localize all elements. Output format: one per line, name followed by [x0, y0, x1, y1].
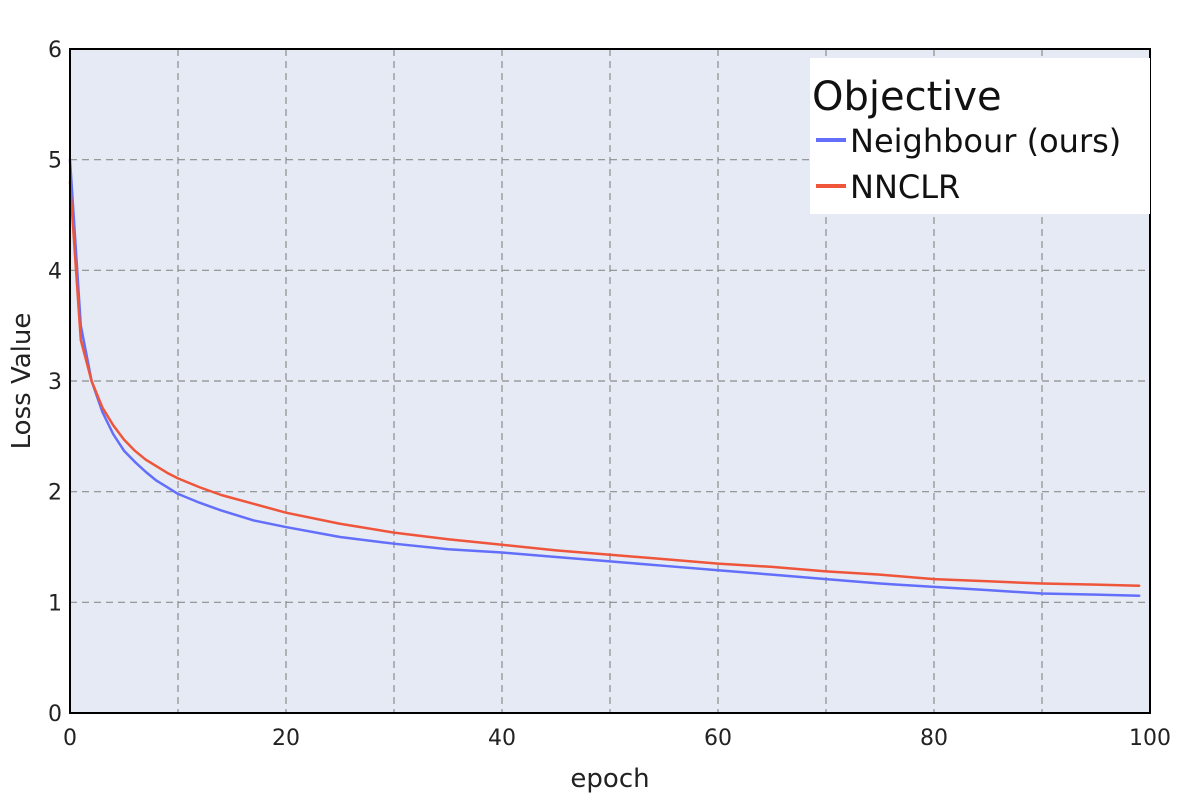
legend: Objective Neighbour (ours) NNCLR [810, 58, 1150, 214]
x-tick-label: 0 [63, 726, 77, 751]
y-tick-label: 5 [48, 149, 62, 174]
y-tick-label: 3 [48, 370, 62, 395]
y-tick-label: 0 [48, 702, 62, 727]
x-tick-label: 100 [1129, 726, 1171, 751]
y-tick-label: 4 [48, 259, 62, 284]
x-tick-label: 20 [272, 726, 300, 751]
y-axis-ticks: 0 1 2 3 4 5 6 [48, 38, 62, 727]
y-tick-label: 1 [48, 591, 62, 616]
y-axis-label: Loss Value [7, 313, 37, 450]
y-tick-label: 6 [48, 38, 62, 63]
series-line-nnclr [68, 180, 1141, 587]
x-tick-label: 60 [704, 726, 732, 751]
legend-title: Objective [812, 74, 1002, 120]
series-line-neighbour [68, 158, 1141, 597]
legend-entry-neighbour: Neighbour (ours) [850, 122, 1121, 160]
x-tick-label: 80 [920, 726, 948, 751]
x-tick-label: 40 [488, 726, 516, 751]
legend-entry-nnclr: NNCLR [850, 168, 960, 206]
x-axis-label: epoch [570, 764, 649, 794]
legend-box [810, 58, 1150, 214]
series-lines [68, 158, 1141, 597]
y-tick-label: 2 [48, 481, 62, 506]
plot-frame [69, 48, 1151, 714]
x-axis-ticks: 0 20 40 60 80 100 [63, 726, 1171, 751]
